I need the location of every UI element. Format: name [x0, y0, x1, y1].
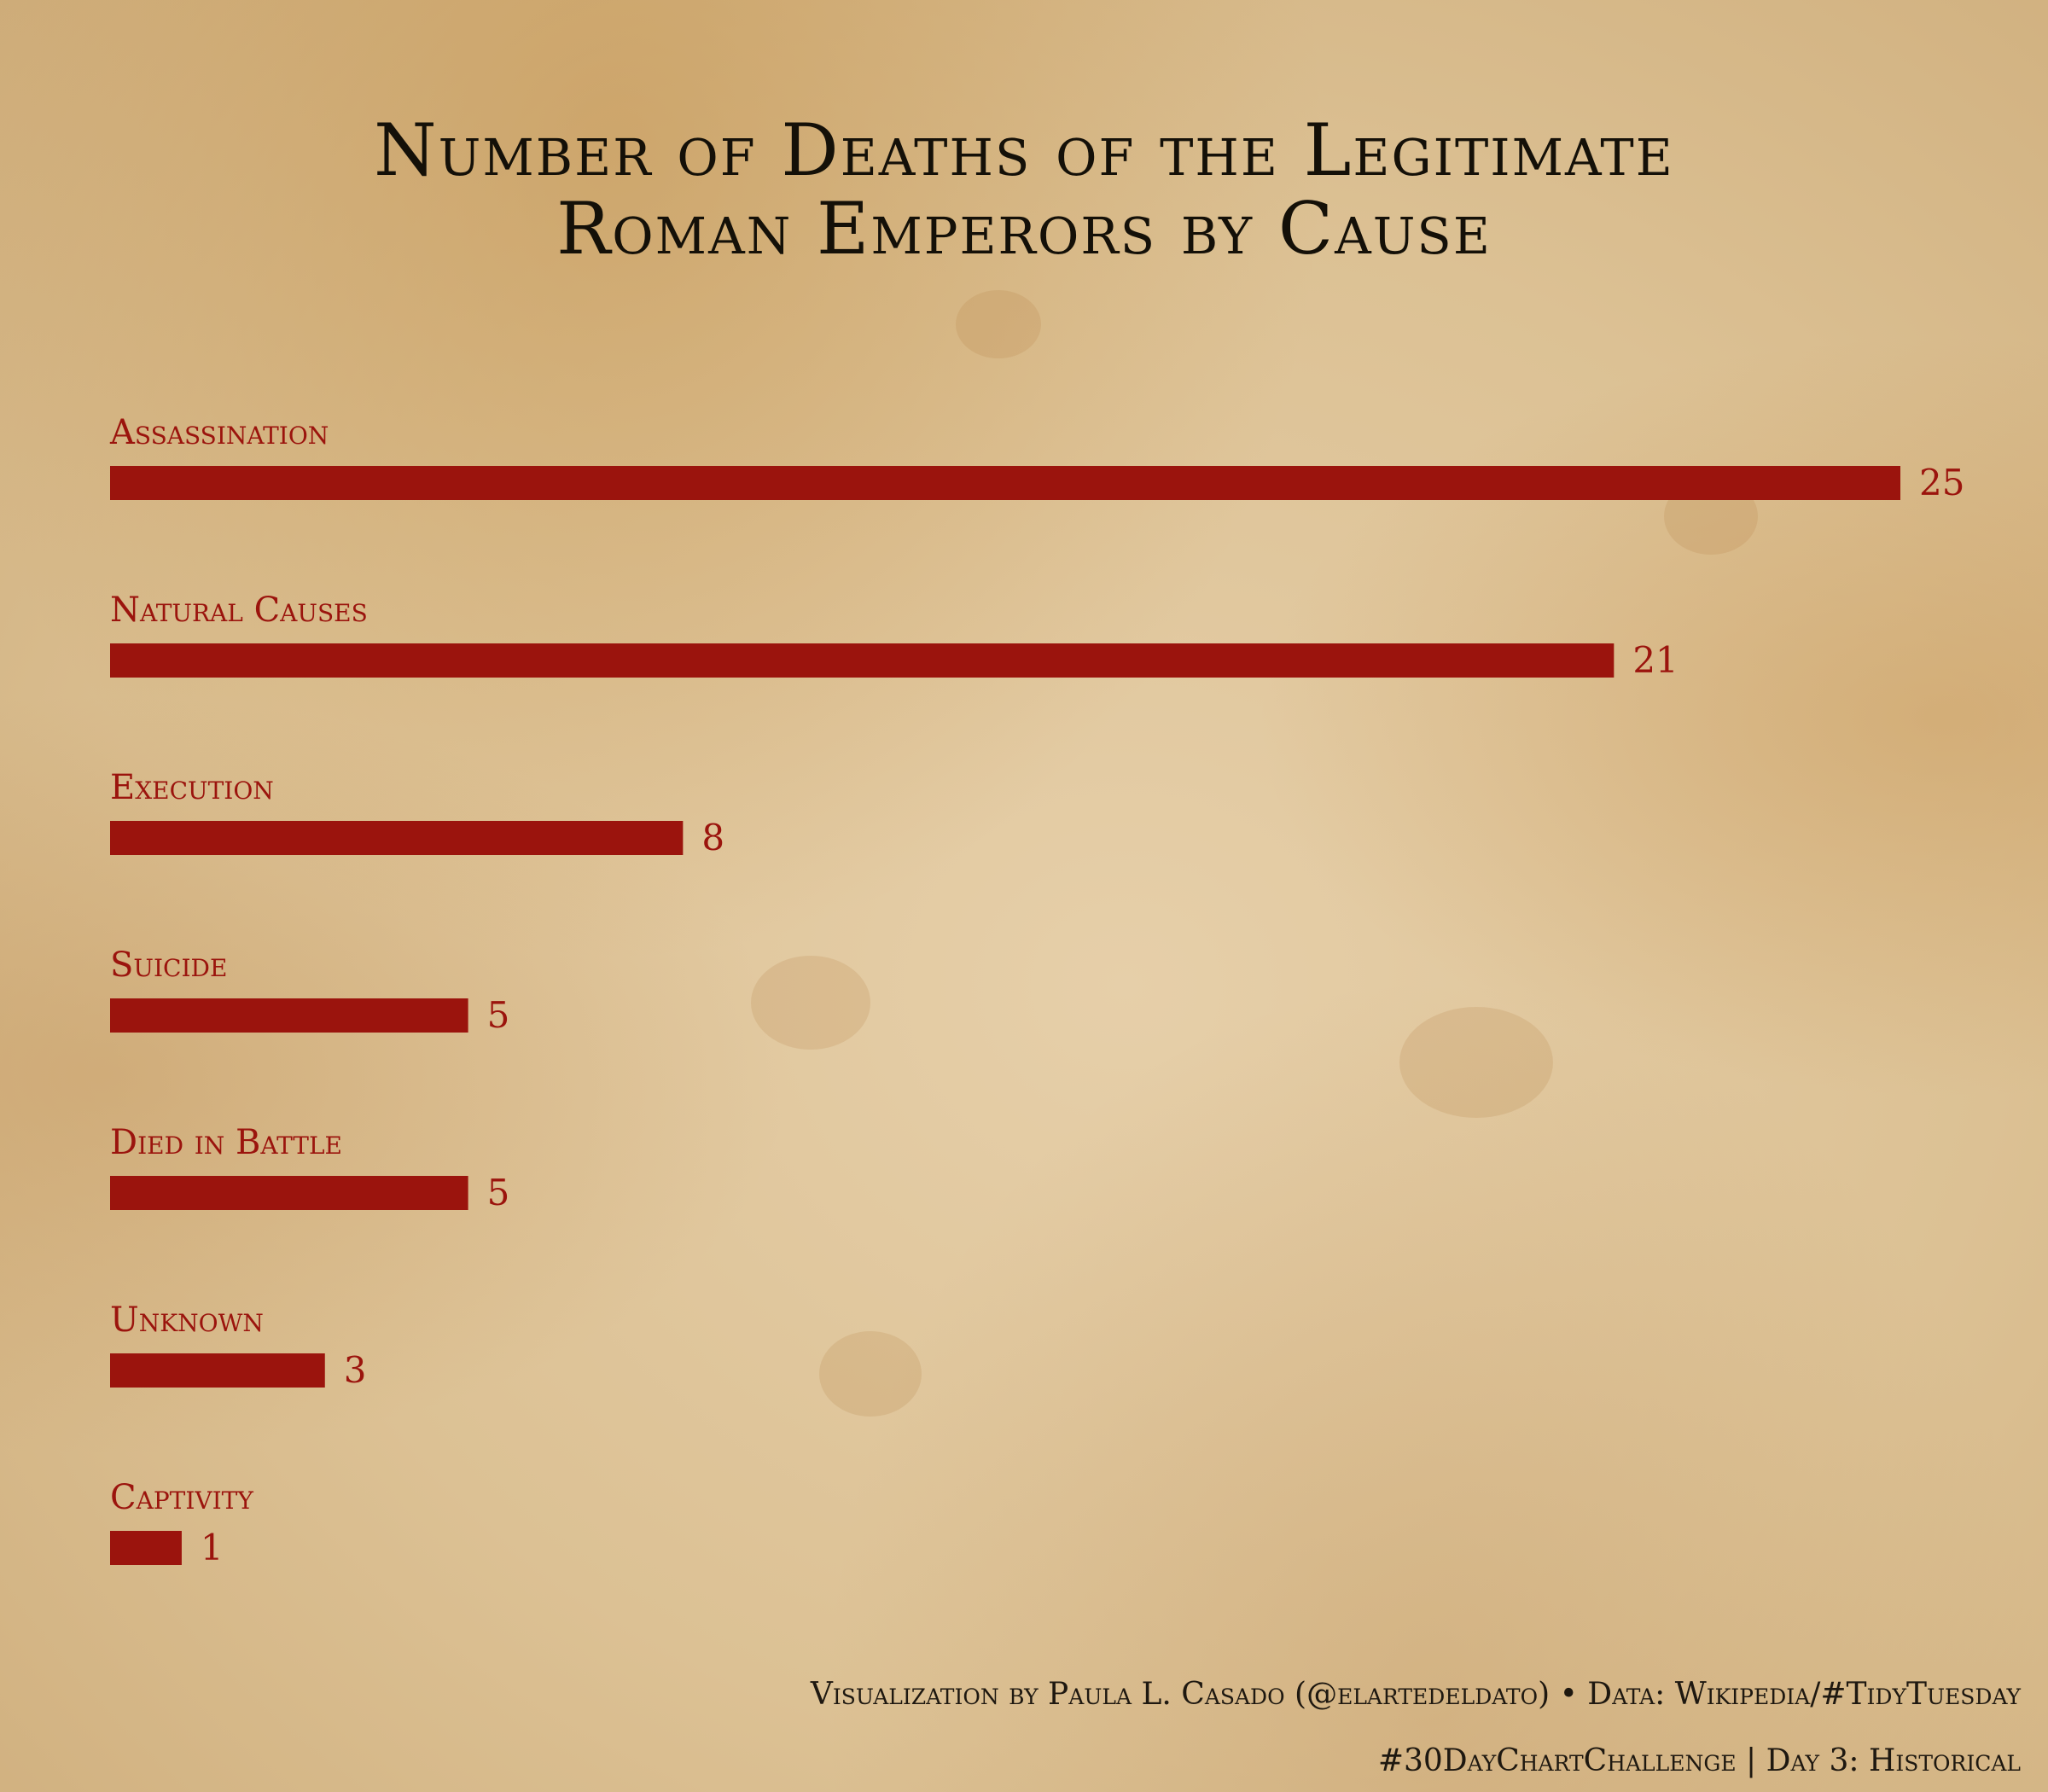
paper-stain [956, 290, 1041, 358]
category-label: Assassination [109, 413, 329, 452]
bar [110, 1176, 468, 1210]
chart-title-line-2: Roman Emperors by Cause [556, 187, 1492, 271]
caption-credit: Visualization by Paula L. Casado (@elart… [810, 1677, 2021, 1712]
category-label: Died in Battle [110, 1123, 342, 1162]
chart-title-line-1: Number of Deaths of the Legitimate [374, 108, 1674, 192]
value-label: 25 [1919, 462, 1964, 503]
paper-stain [751, 956, 870, 1050]
caption-challenge: #30DayChartChallenge | Day 3: Historical [1377, 1743, 2021, 1778]
paper-stain [1399, 1007, 1553, 1118]
bar [110, 1353, 325, 1388]
category-label: Natural Causes [110, 591, 368, 630]
value-label: 5 [487, 1172, 510, 1213]
category-label: Captivity [110, 1478, 253, 1517]
value-label: 3 [344, 1349, 367, 1391]
value-label: 8 [701, 817, 724, 858]
bar [110, 998, 468, 1033]
category-label: Unknown [110, 1300, 264, 1340]
bar [110, 821, 684, 855]
bar [110, 643, 1615, 678]
category-label: Suicide [110, 945, 227, 985]
paper-stain [819, 1331, 922, 1417]
bar [110, 1531, 182, 1565]
category-label: Execution [110, 768, 274, 807]
bar [110, 466, 1900, 500]
value-label: 5 [487, 994, 510, 1036]
value-label: 21 [1632, 639, 1678, 681]
value-label: 1 [201, 1527, 224, 1568]
